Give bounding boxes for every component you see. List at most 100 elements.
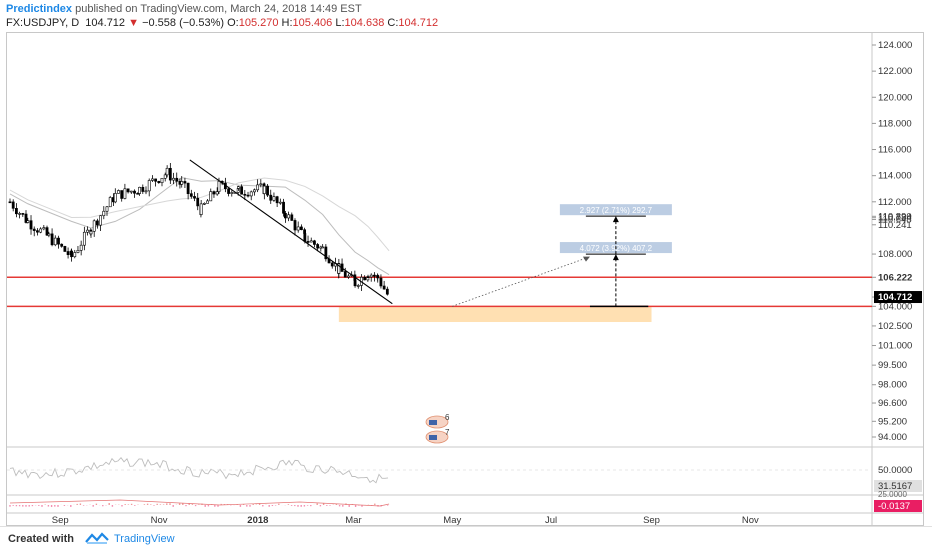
macd-value-label: -0.0137 (878, 501, 910, 512)
price-tick-label: 104.712 (878, 292, 912, 303)
high-label: H: (281, 17, 293, 29)
candle-body (287, 214, 291, 219)
price-tick-label: 106.222 (878, 272, 912, 283)
candle-body (321, 246, 325, 249)
candle-body (199, 203, 203, 215)
candle-body (102, 210, 106, 217)
news-flag-bars (429, 435, 437, 440)
price-tick-label: 99.500 (878, 360, 907, 371)
candle-body (202, 203, 206, 205)
candle-body (123, 188, 127, 199)
low-value: 104.638 (344, 17, 385, 29)
price-tick-label: 122.000 (878, 66, 912, 77)
candle-body (36, 230, 39, 233)
candle-body (379, 277, 383, 287)
candle-body (243, 193, 247, 196)
candle-body (105, 206, 109, 212)
price-chart[interactable]: 4.072 (3.92%) 407.22.927 (2.71%) 292.767… (0, 0, 932, 526)
candle-body (309, 240, 313, 243)
candle-body (237, 186, 240, 189)
candle-body (259, 183, 263, 186)
news-flag-count: 6 (445, 413, 450, 422)
candle-body (353, 280, 357, 287)
candle-body (113, 193, 117, 203)
candle-body (366, 276, 370, 278)
candle-body (376, 275, 380, 279)
candle-body (253, 189, 256, 193)
candle-body (206, 200, 209, 204)
time-tick-label: Sep (52, 515, 69, 526)
candle-body (63, 246, 67, 252)
publish-info: Predictindex published on TradingView.co… (6, 3, 362, 15)
candle-body (303, 233, 307, 242)
candle-body (324, 246, 328, 260)
candle-body (117, 190, 120, 194)
chart-frame[interactable] (6, 32, 924, 526)
last-price: 104.712 (85, 17, 126, 29)
trendline (189, 159, 393, 305)
time-tick-label: May (443, 515, 461, 526)
measure-arrow-head-1 (612, 254, 619, 261)
time-tick-label: Nov (151, 515, 168, 526)
candle-body (32, 228, 36, 231)
rsi-value-badge (874, 480, 922, 492)
candle-body (382, 285, 386, 290)
author-link[interactable]: Predictindex (6, 3, 73, 15)
rsi-line (9, 456, 389, 484)
price-tick-label: 110.241 (878, 220, 912, 231)
price-tick-label: 112.000 (878, 197, 912, 208)
candle-body (175, 177, 179, 182)
candle-body (96, 220, 99, 226)
candle-body (363, 276, 367, 281)
candle-body (272, 196, 276, 201)
tradingview-logo-icon (85, 532, 109, 544)
price-tick-label: 110.784 (878, 213, 912, 224)
symbol-label[interactable]: FX:USDJPY, D (6, 17, 80, 29)
moving-average-fast (9, 177, 390, 276)
candle-body (183, 181, 187, 184)
candle-body (313, 240, 316, 245)
tradingview-brand[interactable]: TradingView (114, 533, 175, 545)
candle-body (180, 181, 184, 185)
candle-body (299, 226, 303, 231)
rsi-value-label: 31.5167 (878, 481, 912, 492)
candle-body (347, 275, 350, 278)
created-with-label: Created with (8, 533, 75, 545)
arrow-down-icon: ▼ (128, 17, 139, 29)
candle-body (282, 201, 285, 214)
candle-body (108, 197, 112, 208)
candle-body (21, 213, 25, 215)
last-price-badge (874, 291, 922, 304)
news-flag-count: 7 (445, 428, 450, 437)
candle-body (8, 201, 12, 204)
candle-body (47, 233, 51, 236)
candle-body (154, 178, 158, 182)
price-tick-label: 96.600 (878, 398, 907, 409)
time-tick-label: Nov (742, 515, 759, 526)
candle-body (163, 174, 167, 179)
measure-label-2: 2.927 (2.71%) 292.7 (580, 206, 653, 215)
candle-body (227, 188, 230, 194)
price-tick-label: 94.000 (878, 432, 907, 443)
candle-body (230, 192, 234, 194)
candle-body (26, 220, 30, 223)
time-tick-label: Jul (545, 515, 557, 526)
candle-body (76, 250, 80, 253)
rsi-level-label: 25.0000 (878, 490, 907, 499)
high-value: 105.406 (292, 17, 333, 29)
time-tick-label: Mar (345, 515, 361, 526)
candle-body (337, 263, 341, 274)
candle-body (262, 185, 266, 194)
price-tick-label: 110.890 (878, 211, 912, 222)
candle-body (249, 191, 253, 197)
candle-body (18, 213, 22, 215)
price-tick-label: 98.000 (878, 380, 907, 391)
price-change: −0.558 (−0.53%) (142, 17, 225, 29)
measure-arrow-head-2 (612, 216, 619, 223)
candle-body (160, 177, 164, 184)
open-value: 105.270 (238, 17, 279, 29)
candle-body (147, 180, 151, 192)
candle-body (217, 181, 221, 192)
candle-body (290, 214, 294, 221)
candle-body (193, 196, 196, 199)
